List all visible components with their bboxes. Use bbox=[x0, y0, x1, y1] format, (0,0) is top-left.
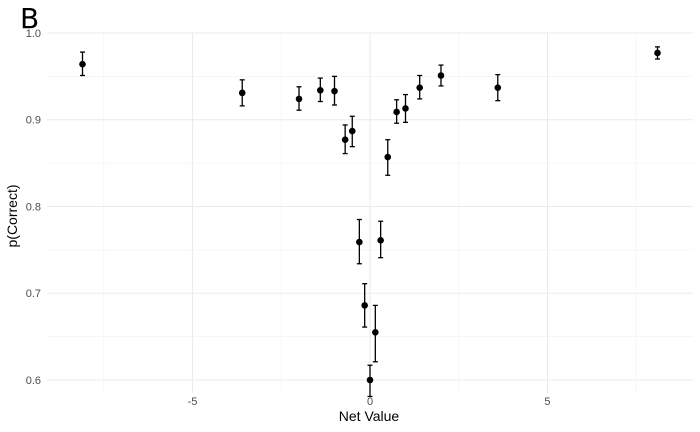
x-tick-label: 0 bbox=[367, 396, 373, 408]
point-marker bbox=[348, 127, 356, 135]
x-axis-tick-labels: -5 0 5 bbox=[188, 396, 551, 408]
y-tick-label: 0.6 bbox=[26, 375, 41, 387]
y-tick-label: 1.0 bbox=[26, 28, 41, 40]
data-point bbox=[331, 75, 338, 106]
data-point bbox=[416, 74, 423, 100]
point-marker bbox=[341, 136, 349, 143]
data-point bbox=[348, 115, 356, 148]
data-point bbox=[366, 364, 374, 398]
data-point bbox=[393, 99, 400, 124]
point-marker bbox=[402, 105, 409, 112]
data-point bbox=[361, 283, 368, 328]
data-point bbox=[437, 64, 445, 87]
y-axis-title: p(Correct) bbox=[4, 184, 20, 247]
data-point bbox=[384, 139, 392, 176]
data-point bbox=[356, 218, 363, 265]
data-point bbox=[372, 304, 379, 363]
x-tick-label: 5 bbox=[544, 396, 550, 408]
point-marker bbox=[238, 89, 246, 97]
data-point bbox=[238, 79, 246, 107]
point-marker bbox=[654, 49, 661, 57]
data-point bbox=[402, 93, 409, 123]
x-axis-title: Net Value bbox=[339, 408, 400, 424]
y-axis-tick-labels: 0.6 0.7 0.8 0.9 1.0 bbox=[26, 28, 41, 387]
point-marker bbox=[437, 72, 445, 79]
x-tick-label: -5 bbox=[188, 396, 198, 408]
point-marker bbox=[372, 328, 379, 336]
grid-lines bbox=[47, 32, 693, 393]
data-point bbox=[377, 220, 384, 259]
data-point bbox=[79, 51, 86, 77]
y-tick-label: 0.8 bbox=[26, 201, 41, 213]
point-marker bbox=[356, 238, 363, 246]
data-point bbox=[295, 86, 303, 111]
y-tick-label: 0.7 bbox=[26, 288, 41, 300]
point-marker bbox=[416, 84, 423, 91]
point-marker bbox=[79, 60, 86, 68]
point-marker bbox=[393, 108, 400, 116]
point-marker bbox=[317, 86, 324, 94]
point-marker bbox=[494, 84, 502, 91]
panel-label: B bbox=[20, 2, 40, 35]
y-tick-label: 0.9 bbox=[26, 115, 41, 127]
point-marker bbox=[377, 237, 384, 244]
point-marker bbox=[384, 153, 392, 161]
point-marker bbox=[295, 95, 303, 103]
data-point bbox=[341, 124, 349, 155]
point-marker bbox=[361, 302, 368, 309]
data-point bbox=[654, 46, 661, 60]
data-points bbox=[79, 46, 661, 398]
data-point bbox=[317, 77, 324, 103]
data-point bbox=[494, 73, 502, 102]
point-marker bbox=[331, 87, 338, 95]
point-marker bbox=[366, 376, 374, 384]
